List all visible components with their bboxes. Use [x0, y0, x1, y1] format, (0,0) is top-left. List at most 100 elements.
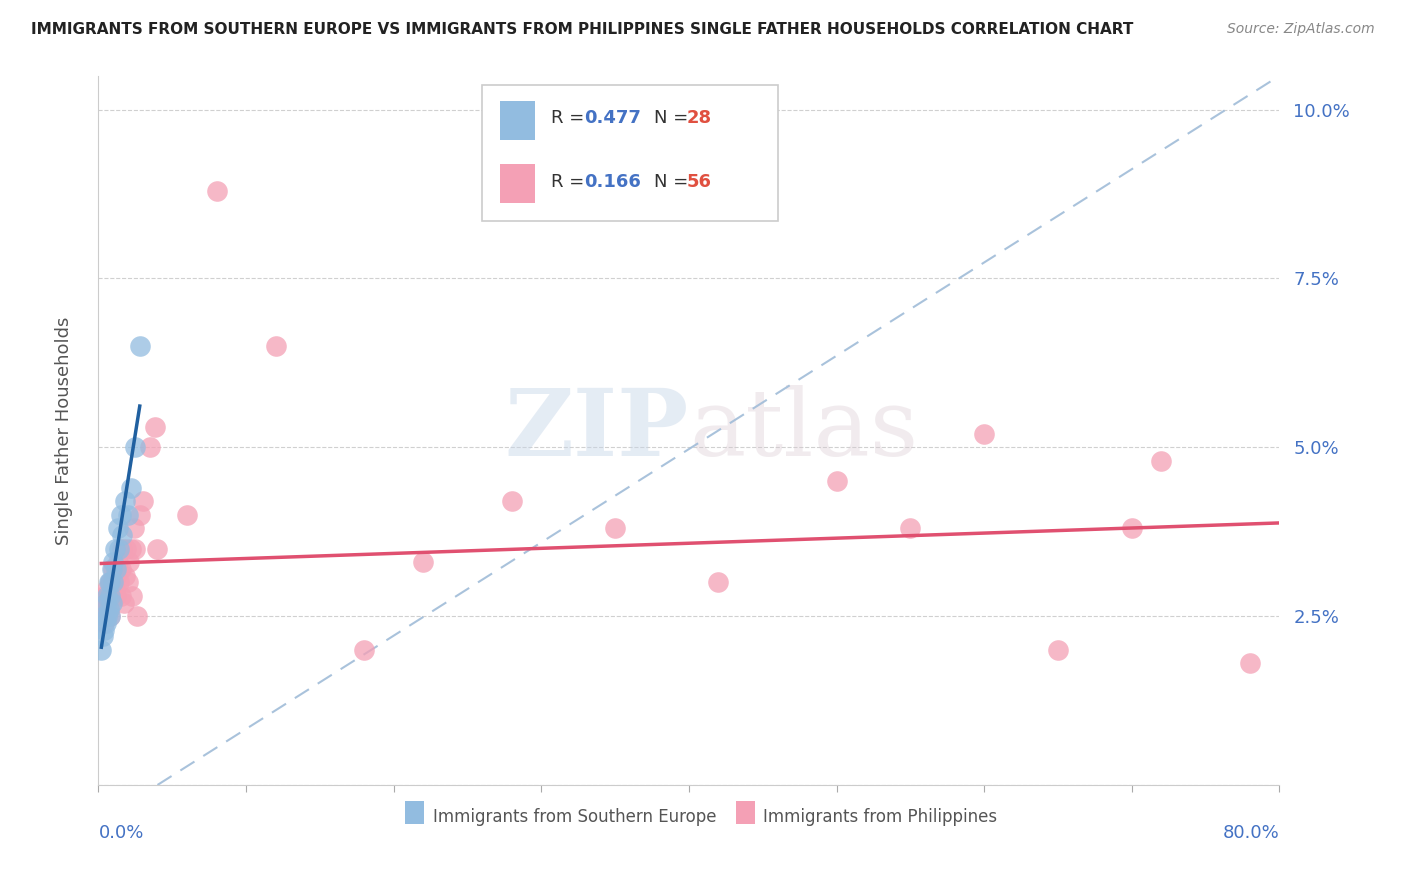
- Point: [110, 562, 132, 576]
- Point: [103, 575, 125, 590]
- Point: [104, 541, 127, 556]
- Point: [128, 339, 150, 353]
- Point: [91, 596, 114, 610]
- Point: [98, 589, 121, 603]
- Point: [501, 494, 523, 508]
- Text: Immigrants from Philippines: Immigrants from Philippines: [763, 808, 997, 826]
- Point: [98, 575, 121, 590]
- Point: [90, 602, 112, 616]
- Text: 80.0%: 80.0%: [1223, 824, 1279, 842]
- Point: [139, 440, 162, 454]
- Point: [124, 541, 146, 556]
- Point: [122, 521, 145, 535]
- Text: atlas: atlas: [689, 385, 918, 475]
- Text: 0.477: 0.477: [583, 110, 641, 128]
- Point: [94, 615, 117, 630]
- Point: [825, 474, 848, 488]
- Point: [412, 555, 434, 569]
- Point: [121, 589, 143, 603]
- Point: [146, 541, 169, 556]
- Point: [1150, 454, 1173, 468]
- Point: [105, 562, 128, 576]
- Point: [96, 582, 118, 596]
- Point: [94, 609, 117, 624]
- Point: [107, 555, 129, 569]
- Point: [107, 521, 129, 535]
- Text: 0.166: 0.166: [583, 173, 641, 191]
- FancyBboxPatch shape: [501, 164, 536, 203]
- Point: [98, 609, 121, 624]
- Point: [105, 568, 128, 582]
- FancyBboxPatch shape: [737, 801, 755, 824]
- Point: [112, 596, 135, 610]
- Point: [103, 555, 125, 569]
- Point: [117, 575, 139, 590]
- FancyBboxPatch shape: [501, 101, 536, 140]
- Point: [1121, 521, 1143, 535]
- Point: [97, 602, 120, 616]
- Point: [96, 609, 118, 624]
- Point: [96, 589, 118, 603]
- Point: [93, 609, 115, 624]
- Point: [96, 596, 118, 610]
- Point: [97, 602, 120, 616]
- Text: Source: ZipAtlas.com: Source: ZipAtlas.com: [1227, 22, 1375, 37]
- Point: [94, 602, 117, 616]
- Point: [1239, 657, 1261, 671]
- Point: [110, 508, 132, 522]
- Point: [707, 575, 730, 590]
- Point: [100, 575, 122, 590]
- Text: N =: N =: [654, 110, 693, 128]
- Point: [93, 589, 115, 603]
- Point: [97, 589, 120, 603]
- Point: [97, 575, 120, 590]
- Point: [124, 440, 146, 454]
- Text: Immigrants from Southern Europe: Immigrants from Southern Europe: [433, 808, 716, 826]
- Text: IMMIGRANTS FROM SOUTHERN EUROPE VS IMMIGRANTS FROM PHILIPPINES SINGLE FATHER HOU: IMMIGRANTS FROM SOUTHERN EUROPE VS IMMIG…: [31, 22, 1133, 37]
- Y-axis label: Single Father Households: Single Father Households: [55, 316, 73, 545]
- Point: [108, 575, 131, 590]
- Point: [176, 508, 198, 522]
- Point: [118, 555, 141, 569]
- Point: [111, 528, 134, 542]
- Point: [94, 596, 117, 610]
- Point: [100, 596, 122, 610]
- Point: [104, 582, 127, 596]
- Point: [120, 541, 142, 556]
- Point: [143, 420, 166, 434]
- Text: 28: 28: [686, 110, 711, 128]
- Text: ZIP: ZIP: [505, 385, 689, 475]
- FancyBboxPatch shape: [482, 85, 778, 221]
- FancyBboxPatch shape: [405, 801, 425, 824]
- Text: R =: R =: [551, 110, 589, 128]
- Point: [114, 494, 136, 508]
- Point: [605, 521, 627, 535]
- Point: [115, 541, 138, 556]
- Point: [973, 426, 995, 441]
- Point: [105, 589, 128, 603]
- Point: [103, 589, 125, 603]
- Point: [100, 589, 122, 603]
- Point: [128, 508, 150, 522]
- Point: [264, 339, 287, 353]
- Point: [93, 623, 115, 637]
- Point: [353, 643, 375, 657]
- Point: [91, 629, 114, 643]
- Point: [1046, 643, 1070, 657]
- Point: [111, 541, 134, 556]
- Point: [117, 508, 139, 522]
- Point: [103, 562, 125, 576]
- Point: [91, 609, 114, 624]
- Point: [110, 589, 132, 603]
- Point: [100, 562, 122, 576]
- Point: [114, 568, 136, 582]
- Text: N =: N =: [654, 173, 693, 191]
- Point: [98, 575, 121, 590]
- Point: [900, 521, 922, 535]
- Point: [98, 609, 121, 624]
- Point: [96, 609, 118, 624]
- Point: [93, 615, 115, 630]
- Point: [90, 643, 112, 657]
- Text: 56: 56: [686, 173, 711, 191]
- Point: [132, 494, 155, 508]
